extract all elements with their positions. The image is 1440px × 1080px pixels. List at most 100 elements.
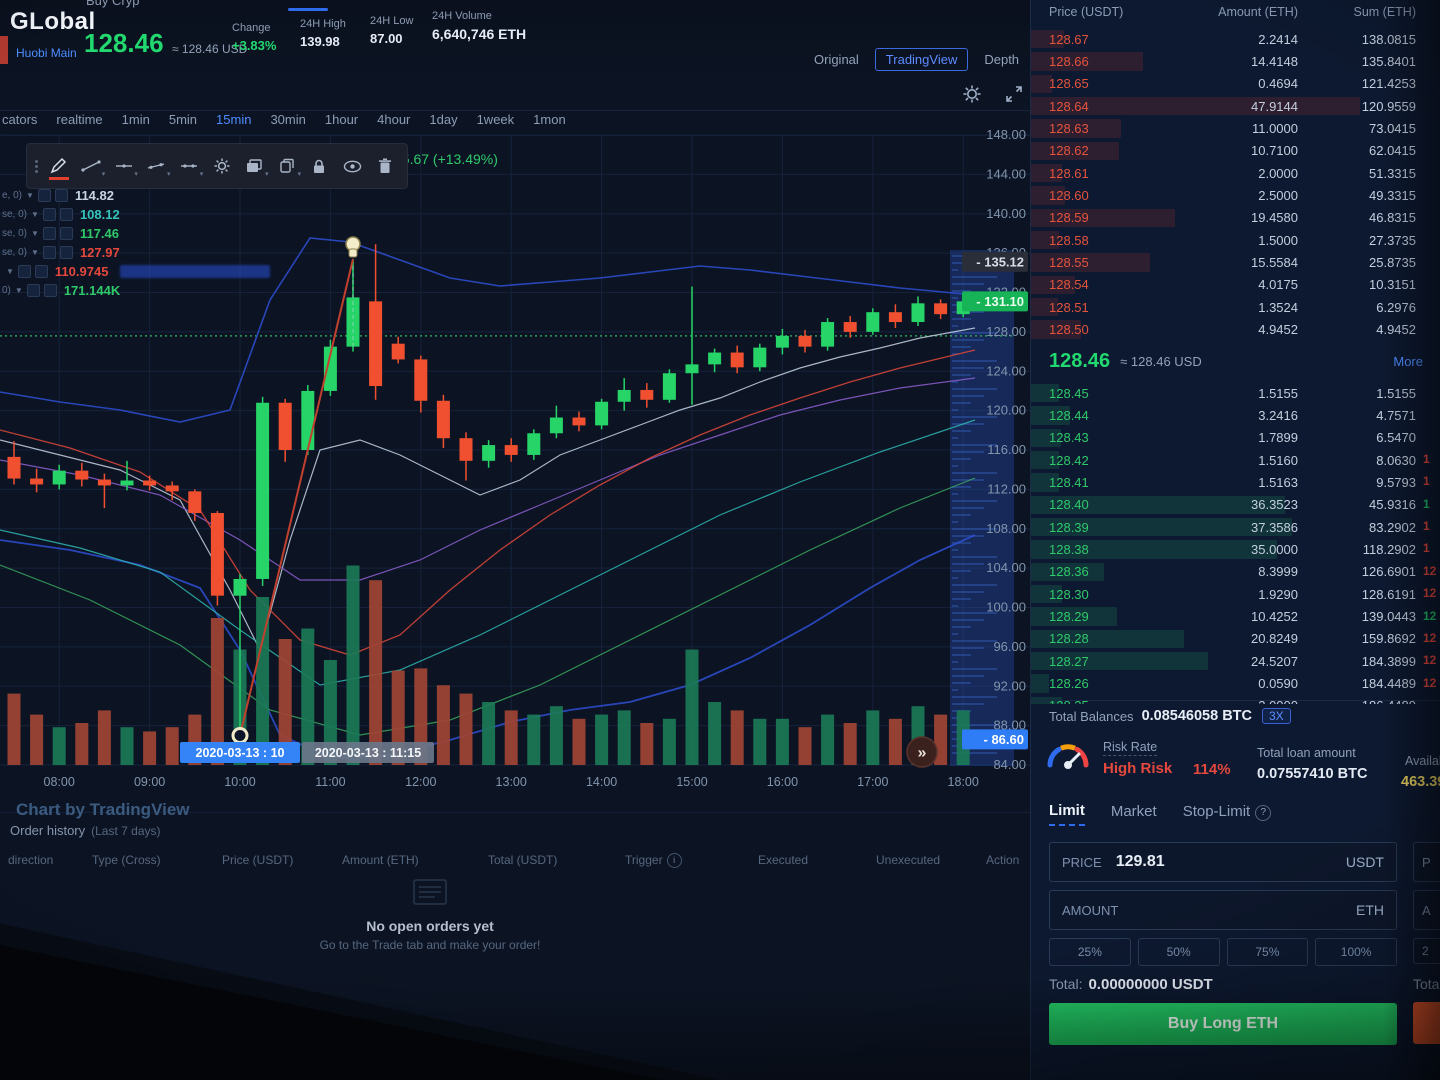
- volume-bar: [753, 718, 767, 765]
- eye-icon[interactable]: [338, 148, 367, 184]
- chevron-down-icon[interactable]: ▼: [31, 229, 39, 238]
- bid-row[interactable]: 128.45 1.5155 1.5155: [1031, 382, 1440, 404]
- price-input[interactable]: PRICE 129.81 USDT: [1049, 842, 1397, 882]
- ask-row[interactable]: 128.65 0.4694 121.4253: [1031, 73, 1440, 95]
- pencil-tool-icon[interactable]: [44, 148, 73, 184]
- leverage-badge[interactable]: 3X: [1262, 708, 1291, 724]
- more-link[interactable]: More: [1393, 353, 1423, 369]
- ask-row[interactable]: 128.55 15.5584 25.8735: [1031, 251, 1440, 273]
- legend-settings-icon[interactable]: [59, 246, 73, 259]
- percent-button-25[interactable]: 25%: [1049, 938, 1131, 966]
- ask-row[interactable]: 128.60 2.5000 49.3315: [1031, 184, 1440, 206]
- amount-cell: 3.2416: [1258, 408, 1298, 424]
- bid-row[interactable]: 128.41 1.5163 9.5793: [1031, 471, 1440, 493]
- nav-buy-crypto[interactable]: Buy Cryp: [86, 0, 140, 8]
- legend-settings-icon[interactable]: [43, 284, 57, 297]
- sum-cell: 118.2902: [1362, 542, 1416, 558]
- chart-tab-tradingview[interactable]: TradingView: [874, 48, 969, 71]
- ask-row[interactable]: 128.58 1.5000 27.3735: [1031, 229, 1440, 251]
- sum-cell: 49.3315: [1369, 188, 1416, 204]
- ask-row[interactable]: 128.63 11.0000 73.0415: [1031, 117, 1440, 139]
- percent-button-75[interactable]: 75%: [1226, 938, 1309, 966]
- amount-cell: 1.5163: [1258, 475, 1298, 491]
- sum-cell: 73.0415: [1369, 121, 1416, 137]
- ask-row[interactable]: 128.61 2.0000 51.3315: [1031, 162, 1440, 184]
- templates-icon[interactable]: ▾: [272, 148, 301, 184]
- bid-row[interactable]: 128.252.0000186.4489: [1031, 695, 1440, 704]
- amount-input[interactable]: AMOUNT ETH: [1049, 890, 1397, 930]
- ask-row[interactable]: 128.51 1.3524 6.2976: [1031, 296, 1440, 318]
- percent-button-50[interactable]: 50%: [1137, 938, 1220, 966]
- legend-eye-icon[interactable]: [37, 189, 51, 202]
- fullscreen-icon[interactable]: [1004, 84, 1024, 104]
- chevron-down-icon[interactable]: ▼: [31, 248, 39, 257]
- bid-row[interactable]: 128.44 3.2416 4.7571: [1031, 404, 1440, 426]
- bid-row[interactable]: 128.39 37.3586 83.2902: [1031, 516, 1440, 538]
- lock-icon[interactable]: [305, 148, 334, 184]
- ask-row[interactable]: 128.67 2.2414 138.0815: [1031, 28, 1440, 50]
- chevron-down-icon[interactable]: ▼: [31, 210, 39, 219]
- trade-price-fragment: 1: [1423, 496, 1430, 511]
- legend-eye-icon[interactable]: [17, 265, 31, 278]
- bid-row[interactable]: 128.38 35.0000 118.2902: [1031, 538, 1440, 560]
- order-type-tab-market[interactable]: Market: [1110, 803, 1157, 820]
- extended-line-tool-icon[interactable]: ▾: [175, 148, 203, 184]
- order-type-tab-limit[interactable]: Limit: [1049, 802, 1085, 826]
- chevron-down-icon[interactable]: ▼: [6, 267, 14, 276]
- legend-settings-icon[interactable]: [59, 227, 73, 240]
- legend-eye-icon[interactable]: [42, 208, 56, 221]
- sell-total-label: Total: [1413, 976, 1440, 992]
- chart-tab-original[interactable]: Original: [814, 52, 859, 67]
- sum-column-header: Sum (ETH): [1353, 5, 1417, 19]
- legend-eye-icon[interactable]: [42, 227, 56, 240]
- chevron-down-icon[interactable]: ▼: [26, 191, 34, 200]
- bid-row[interactable]: 128.40 36.3523 45.9316: [1031, 494, 1440, 516]
- bid-row[interactable]: 128.28 20.8249 159.8692: [1031, 628, 1440, 650]
- legend-eye-icon[interactable]: [42, 246, 56, 259]
- total-balances: Total Balances 0.08546058 BTC 3X: [1049, 708, 1291, 724]
- legend-settings-icon[interactable]: [54, 189, 68, 202]
- layers-icon[interactable]: ▾: [240, 148, 268, 184]
- bid-row[interactable]: 128.26 0.0590 184.4489: [1031, 672, 1440, 694]
- ask-row[interactable]: 128.62 10.7100 62.0415: [1031, 140, 1440, 162]
- ask-row[interactable]: 128.66 14.4148 135.8401: [1031, 50, 1440, 72]
- order-column-unexecuted: Unexecuted: [876, 853, 941, 867]
- legend-eye-icon[interactable]: [26, 284, 40, 297]
- sell-amount-input[interactable]: A: [1413, 890, 1440, 930]
- trend-line-tool-icon[interactable]: ▾: [77, 148, 105, 184]
- available-value: 463.398: [1401, 774, 1440, 790]
- last-price: 128.46: [84, 28, 164, 58]
- price-axis-label: 112.00: [987, 481, 1026, 496]
- indicator-gear-icon[interactable]: [207, 148, 236, 184]
- trash-icon[interactable]: [370, 148, 399, 184]
- legend-settings-icon[interactable]: [59, 208, 73, 221]
- chart-tab-depth[interactable]: Depth: [984, 52, 1020, 67]
- bid-row[interactable]: 128.30 1.9290 128.6191: [1031, 583, 1440, 605]
- bid-row[interactable]: 128.42 1.5160 8.0630: [1031, 449, 1440, 471]
- market-selector[interactable]: Huobi Main: [16, 46, 77, 60]
- sell-short-button[interactable]: [1413, 1002, 1440, 1044]
- sell-percent-button[interactable]: 2: [1413, 938, 1440, 964]
- percent-button-100[interactable]: 100%: [1315, 938, 1397, 966]
- ray-line-tool-icon[interactable]: ▾: [142, 148, 171, 184]
- settings-gear-icon[interactable]: [962, 84, 982, 104]
- ask-row[interactable]: 128.50 4.9452 4.9452: [1031, 318, 1440, 340]
- horizontal-line-tool-icon[interactable]: ▾: [109, 148, 138, 184]
- order-history-tab[interactable]: Order history (Last 7 days): [10, 823, 161, 838]
- sell-price-input[interactable]: P: [1413, 842, 1440, 882]
- legend-settings-icon[interactable]: [34, 265, 48, 278]
- ask-row[interactable]: 128.64 47.9144 120.9559: [1031, 95, 1440, 117]
- order-type-tab-stop-limit[interactable]: Stop-Limit?: [1183, 803, 1272, 826]
- ask-row[interactable]: 128.54 4.0175 10.3151: [1031, 274, 1440, 296]
- ask-row[interactable]: 128.59 19.4580 46.8315: [1031, 207, 1440, 229]
- trade-price-fragment: 12: [1423, 608, 1437, 623]
- bid-row[interactable]: 128.36 8.3999 126.6901: [1031, 561, 1440, 583]
- bid-row[interactable]: 128.43 1.7899 6.5470: [1031, 427, 1440, 449]
- amount-cell: 2.5000: [1258, 188, 1298, 204]
- scroll-right-button[interactable]: »: [906, 736, 938, 768]
- toolbar-drag-handle[interactable]: [35, 159, 38, 173]
- buy-long-button[interactable]: Buy Long ETH: [1049, 1003, 1397, 1045]
- chevron-down-icon[interactable]: ▼: [14, 286, 23, 295]
- bid-row[interactable]: 128.29 10.4252 139.0443: [1031, 605, 1440, 627]
- bid-row[interactable]: 128.27 24.5207 184.3899: [1031, 650, 1440, 672]
